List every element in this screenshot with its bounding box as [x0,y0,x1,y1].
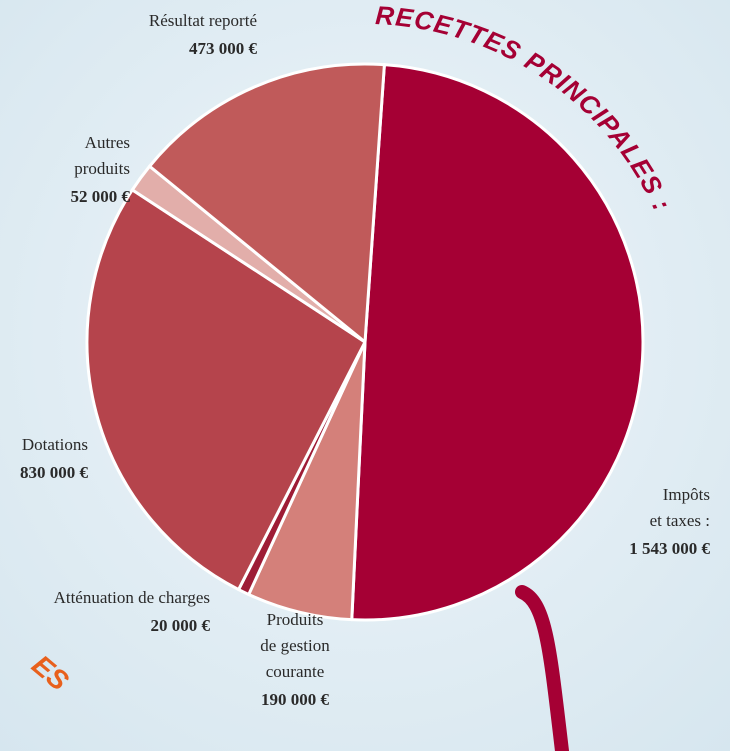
value-label: 473 000 € [189,39,258,58]
connector [515,585,569,751]
value-label: 830 000 € [20,463,89,482]
value-label: 190 000 € [261,690,330,709]
slice-label: Autres [85,133,130,152]
labels: Impôts et taxes : 1 543 000 € Produits de ge… [20,11,711,709]
value-label: 1 543 000 € [629,539,710,558]
slice-label: de gestion [260,636,330,655]
slice [350,63,645,622]
slice-label: Produits [267,610,324,629]
slice-label: Résultat reporté [149,11,257,30]
slice-label: et taxes : [650,511,710,530]
slice [148,62,386,344]
value-label: 52 000 € [71,187,131,206]
slice-label: Impôts [663,485,710,504]
slice [85,188,367,592]
slice-label: Atténuation de charges [54,588,210,607]
pie [85,62,645,622]
slice-label: produits [74,159,130,178]
value-label: 20 000 € [151,616,211,635]
slice-label: Dotations [22,435,88,454]
slice-label: courante [266,662,325,681]
